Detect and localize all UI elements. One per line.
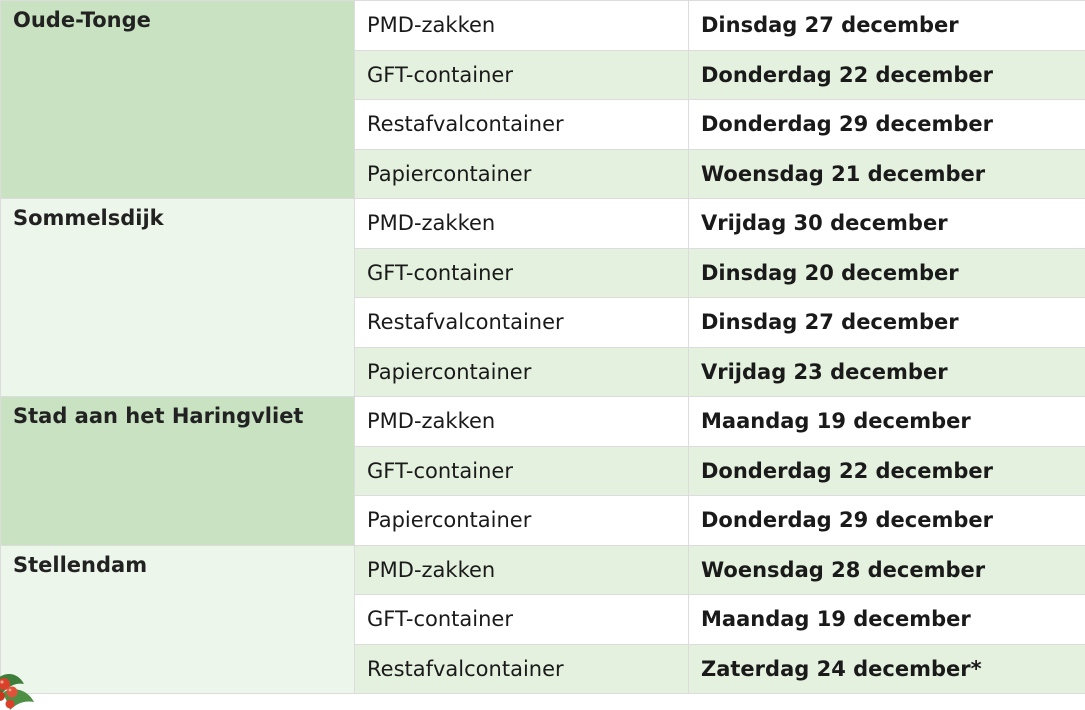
collection-date: Zaterdag 24 december* (688, 643, 1085, 694)
collection-date: Vrijdag 30 december (688, 198, 1085, 249)
collection-date: Donderdag 22 december (688, 49, 1085, 100)
waste-type: GFT-container (354, 445, 689, 496)
table-row: Restafvalcontainer Zaterdag 24 december* (1, 643, 1085, 694)
waste-type: GFT-container (354, 594, 689, 645)
table-row: Stad aan het Haringvliet PMD-zakken Maan… (0, 396, 1085, 546)
waste-type: PMD-zakken (354, 396, 689, 447)
collection-date: Donderdag 29 december (688, 495, 1085, 546)
table-row: Papiercontainer Woensdag 21 december (1, 148, 1085, 199)
collection-date: Woensdag 21 december (688, 148, 1085, 199)
collection-date: Dinsdag 27 december (688, 0, 1085, 51)
waste-type: Restafvalcontainer (354, 99, 689, 150)
waste-type: PMD-zakken (354, 198, 689, 249)
waste-type: Restafvalcontainer (354, 297, 689, 348)
waste-type: Papiercontainer (354, 346, 689, 397)
table-row: GFT-container Dinsdag 20 december (1, 247, 1085, 298)
waste-type: Papiercontainer (354, 495, 689, 546)
waste-type: GFT-container (354, 247, 689, 298)
collection-date: Donderdag 22 december (688, 445, 1085, 496)
collection-date: Maandag 19 december (688, 396, 1085, 447)
collection-date: Woensdag 28 december (688, 544, 1085, 595)
waste-type: Papiercontainer (354, 148, 689, 199)
waste-type: PMD-zakken (354, 544, 689, 595)
place-name: Stad aan het Haringvliet (0, 396, 355, 546)
place-name: Stellendam (0, 544, 355, 694)
waste-type: PMD-zakken (354, 0, 689, 51)
table-row: Papiercontainer Vrijdag 23 december (1, 346, 1085, 397)
collection-date: Maandag 19 december (688, 594, 1085, 645)
table-row: Stellendam PMD-zakken Woensdag 28 decemb… (0, 544, 1085, 694)
collection-date: Dinsdag 27 december (688, 297, 1085, 348)
place-name: Sommelsdijk (0, 198, 355, 397)
schedule-body: Oude-Tonge PMD-zakken Dinsdag 27 decembe… (0, 0, 1085, 694)
collection-date: Donderdag 29 december (688, 99, 1085, 150)
table-row: Oude-Tonge PMD-zakken Dinsdag 27 decembe… (0, 0, 1085, 199)
collection-date: Vrijdag 23 december (688, 346, 1085, 397)
table-row: GFT-container Donderdag 22 december (1, 49, 1085, 100)
collection-date: Dinsdag 20 december (688, 247, 1085, 298)
place-name: Oude-Tonge (0, 0, 355, 199)
table-row: Restafvalcontainer Dinsdag 27 december (1, 297, 1085, 348)
collection-schedule-table: Oude-Tonge PMD-zakken Dinsdag 27 decembe… (0, 0, 1085, 694)
waste-type: Restafvalcontainer (354, 643, 689, 694)
waste-type: GFT-container (354, 49, 689, 100)
table-row: Sommelsdijk PMD-zakken Vrijdag 30 decemb… (0, 198, 1085, 397)
